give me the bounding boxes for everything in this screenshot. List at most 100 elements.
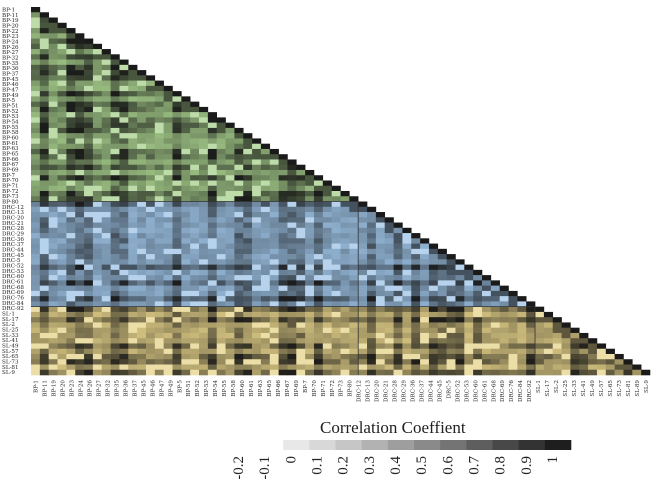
heatmap-cell [243,191,253,197]
heatmap-cell [623,364,633,371]
heatmap-cell [252,196,262,202]
y-tick-label: BP-1 [2,8,15,14]
x-tick-label: SL-57 [599,380,605,397]
heatmap-cell [181,275,191,281]
heatmap-cell [305,191,315,197]
heatmap-cell [101,285,111,292]
heatmap-cell [66,75,76,81]
heatmap-cell [181,233,191,239]
heatmap-cell [110,275,120,281]
heatmap-cell [464,343,474,350]
heatmap-cell [411,243,421,250]
heatmap-cell [163,138,173,144]
heatmap-cell [145,338,156,344]
heatmap-cell [154,175,164,181]
heatmap-cell [252,332,262,339]
heatmap-cell [455,280,465,286]
heatmap-cell [252,322,262,328]
heatmap-cell [101,343,111,350]
heatmap-cell [269,332,279,339]
heatmap-cell [181,269,191,276]
heatmap-cell [260,233,271,239]
heatmap-cell [39,148,49,155]
heatmap-cell [234,138,244,144]
heatmap-cell [216,259,226,265]
heatmap-cell [446,353,456,360]
heatmap-cell [48,164,58,171]
heatmap-cell [84,154,94,160]
heatmap-cell [48,33,58,39]
heatmap-cell [31,80,41,87]
heatmap-cell [75,143,85,150]
heatmap-cell [163,127,173,134]
heatmap-cell [234,191,244,197]
heatmap-cell [199,217,209,223]
heatmap-cell [305,212,315,218]
heatmap-cell [172,322,182,328]
heatmap-cell [137,133,147,139]
heatmap-cell [57,322,67,328]
y-tick-label: BP-60 [2,136,19,142]
heatmap-cell [92,369,103,376]
heatmap-cell [269,254,279,260]
heatmap-cell [75,112,85,118]
heatmap-cell [225,296,235,302]
heatmap-cell [252,201,262,208]
heatmap-cell [552,317,562,323]
heatmap-cell [313,264,324,271]
heatmap-cell [349,264,359,271]
heatmap-cell [216,196,226,202]
heatmap-cell [455,338,465,344]
heatmap-cell [375,275,386,281]
heatmap-cell [31,133,41,139]
heatmap-cell [464,280,474,286]
heatmap-cell [225,338,235,344]
heatmap-cell [349,206,359,213]
x-tick-label: DRC-68 [491,380,497,402]
heatmap-cell [207,343,217,350]
heatmap-cell [234,306,244,313]
heatmap-cell [243,185,253,192]
heatmap-cell [207,369,217,376]
heatmap-cell [145,285,156,292]
y-tick-label: BP-19 [2,18,19,24]
heatmap-cell [305,201,315,208]
heatmap-cell [464,306,474,313]
heatmap-cell [296,259,306,265]
heatmap-cell [260,238,271,244]
heatmap-cell [269,191,279,197]
heatmap-cell [145,169,156,176]
heatmap-cell [216,217,226,223]
heatmap-cell [296,185,306,192]
heatmap-cell [181,175,191,181]
heatmap-cell [145,296,156,302]
heatmap-cell [305,259,315,265]
heatmap-cell [181,201,191,208]
heatmap-cell [199,106,209,113]
heatmap-cell [393,348,403,355]
heatmap-cell [181,338,191,344]
heatmap-cell [39,296,49,302]
heatmap-cell [75,159,85,166]
heatmap-cell [181,101,191,108]
heatmap-cell [305,233,315,239]
heatmap-cell [287,311,297,318]
heatmap-cell [552,338,562,344]
heatmap-cell [243,343,253,350]
heatmap-cell [252,180,262,187]
heatmap-cell [181,196,191,202]
legend-tick-label: 0.1 [310,456,326,475]
legend-tick-label: 0.7 [467,456,483,475]
heatmap-cell [172,369,182,376]
heatmap-cell [101,96,111,102]
heatmap-cell [31,369,41,376]
heatmap-cell [154,317,164,323]
heatmap-cell [384,217,394,223]
heatmap-cell [84,127,94,134]
heatmap-cell [110,175,120,181]
heatmap-cell [181,248,191,255]
heatmap-cell [31,248,41,255]
heatmap-cell [526,343,536,350]
heatmap-cell [358,364,368,371]
heatmap-cell [499,296,509,302]
